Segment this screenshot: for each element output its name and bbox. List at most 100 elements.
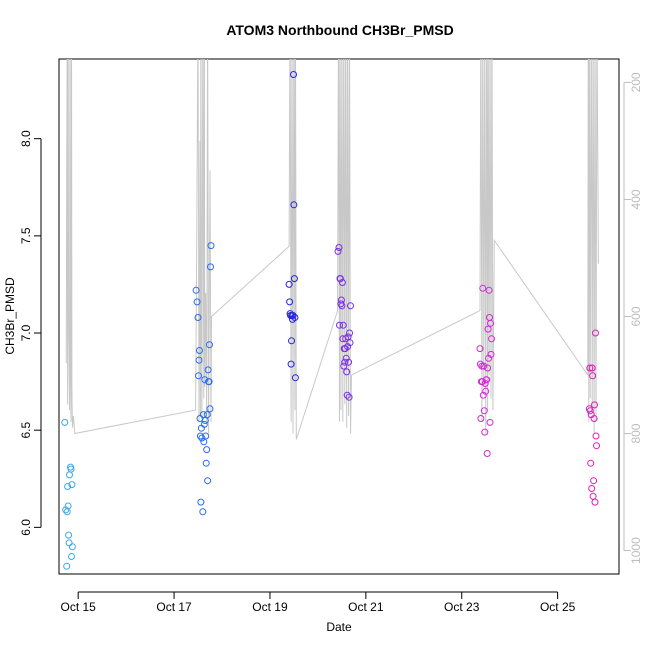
data-point — [345, 358, 353, 366]
data-point — [481, 428, 489, 436]
data-point — [347, 302, 354, 310]
data-point — [192, 286, 200, 294]
data-point — [485, 286, 493, 294]
data-point — [68, 543, 76, 551]
data-point — [197, 498, 205, 506]
data-point — [482, 387, 490, 395]
data-point — [205, 378, 213, 386]
y-tick-label: 6.0 — [19, 519, 33, 536]
data-point — [484, 364, 492, 372]
data-point — [483, 376, 491, 384]
data-point — [343, 368, 351, 376]
data-point — [480, 407, 488, 415]
data-point — [486, 418, 494, 426]
data-point — [193, 298, 201, 306]
data-point — [338, 302, 346, 310]
data-point — [592, 432, 600, 440]
y-tick-label: 7.0 — [19, 324, 33, 341]
data-point — [194, 314, 202, 321]
data-point — [476, 360, 484, 368]
data-point — [592, 329, 599, 337]
data-point — [291, 314, 299, 321]
pressure-layer — [65, 59, 599, 440]
chart-title: ATOM3 Northbound CH3Br_PMSD — [226, 22, 453, 38]
data-point — [68, 553, 75, 560]
data-point — [203, 446, 211, 454]
data-point — [201, 376, 209, 384]
data-point — [61, 418, 69, 426]
y2-tick-label: 1000 — [629, 537, 643, 564]
data-point — [206, 341, 213, 349]
y-axis-label: CH3Br_PMSD — [3, 277, 17, 355]
data-point — [64, 483, 72, 490]
data-point — [346, 339, 354, 347]
data-point — [341, 358, 349, 366]
data-point — [290, 71, 297, 78]
data-point — [591, 498, 599, 506]
data-point — [339, 321, 347, 329]
data-point — [198, 434, 206, 442]
y2-axis: 200 400 600 800 1000 — [623, 72, 643, 564]
x-tick-label: Oct 17 — [156, 600, 192, 614]
data-point — [484, 325, 492, 333]
data-point — [476, 345, 484, 353]
data-point — [587, 459, 595, 467]
data-point — [195, 356, 203, 364]
x-tick-label: Oct 25 — [540, 600, 576, 614]
data-point — [588, 485, 596, 492]
x-tick-label: Oct 19 — [252, 600, 288, 614]
data-point — [588, 364, 596, 372]
y-axis: 6.0 6.5 7.0 7.5 8.0 — [19, 130, 42, 536]
y2-tick-label: 600 — [629, 306, 643, 326]
data-point — [338, 279, 346, 286]
data-point — [65, 531, 73, 539]
data-point — [488, 335, 495, 343]
y2-tick-label: 200 — [629, 72, 643, 92]
data-point — [63, 508, 71, 516]
data-point — [204, 477, 212, 485]
data-point — [591, 401, 598, 409]
data-point — [334, 247, 342, 255]
data-point — [63, 562, 71, 570]
data-point — [340, 362, 348, 370]
data-point — [343, 391, 351, 399]
data-point — [586, 407, 594, 415]
data-point — [288, 337, 295, 345]
data-point — [483, 450, 491, 457]
data-point — [345, 393, 353, 401]
data-point — [196, 347, 203, 354]
x-tick-label: Oct 23 — [444, 600, 480, 614]
y-tick-label: 7.5 — [19, 227, 33, 244]
data-point — [589, 372, 597, 380]
data-point — [586, 364, 594, 372]
x-axis-label: Date — [326, 620, 352, 634]
data-point — [289, 312, 297, 319]
data-point — [201, 417, 209, 424]
data-point — [479, 284, 487, 292]
data-point — [206, 405, 214, 413]
data-point — [346, 329, 353, 337]
data-point — [481, 380, 489, 387]
data-point — [336, 275, 344, 283]
data-point — [336, 321, 343, 329]
data-point — [593, 442, 600, 450]
x-axis: Oct 15 Oct 17 Oct 19 Oct 21 Oct 23 Oct 25 — [60, 591, 576, 614]
data-point — [287, 360, 295, 368]
data-point — [65, 539, 73, 547]
data-point — [64, 502, 72, 510]
data-point — [477, 415, 485, 422]
data-point — [290, 201, 298, 209]
y2-tick-label: 800 — [629, 423, 643, 443]
y-tick-label: 8.0 — [19, 130, 33, 147]
data-point — [67, 465, 75, 473]
data-point — [199, 508, 207, 516]
data-point — [290, 275, 298, 283]
data-point — [286, 298, 294, 306]
data-point — [203, 411, 211, 419]
x-tick-label: Oct 21 — [348, 600, 384, 614]
data-point — [195, 372, 202, 380]
x-tick-label: Oct 15 — [60, 600, 96, 614]
y2-tick-label: 400 — [629, 189, 643, 209]
data-point — [66, 471, 73, 479]
